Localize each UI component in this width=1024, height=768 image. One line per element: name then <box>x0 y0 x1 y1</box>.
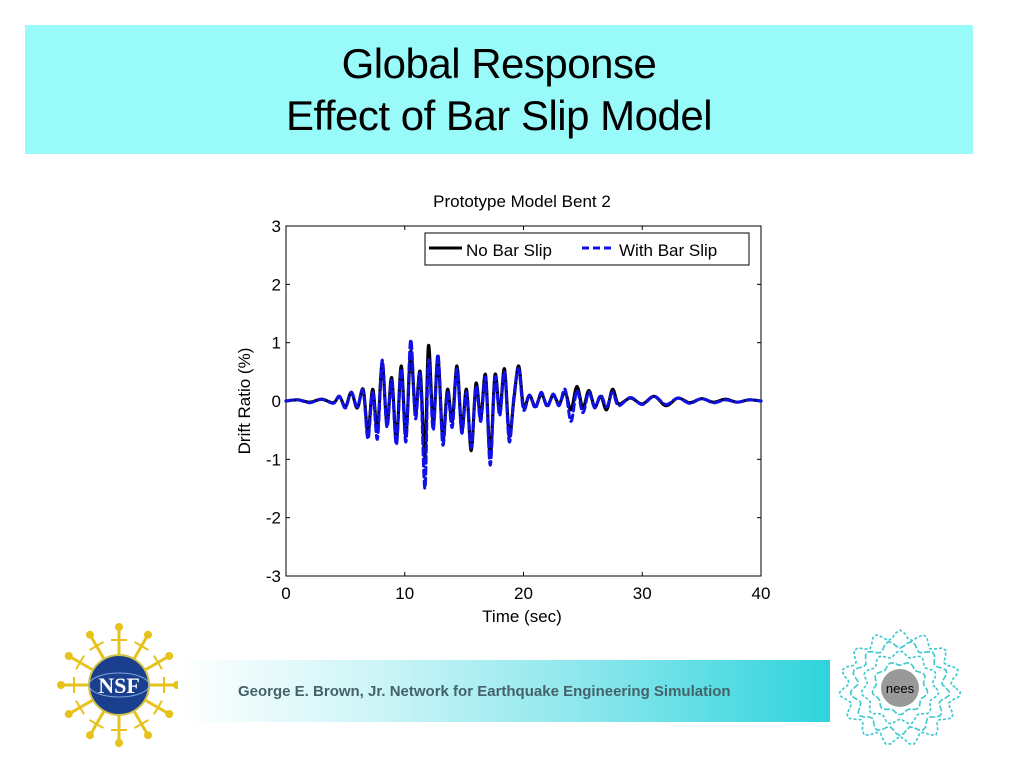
legend-label-with-bar-slip: With Bar Slip <box>619 241 717 260</box>
series-line-with-bar-slip <box>284 338 763 491</box>
nees-wave-rings-icon <box>838 629 962 745</box>
y-tick-label: -1 <box>266 450 281 469</box>
x-tick-label: 30 <box>633 584 652 603</box>
nsf-logo: NSF <box>57 623 181 747</box>
chart-title: Prototype Model Bent 2 <box>433 192 611 211</box>
slide-title-line-1: Global Response <box>341 39 657 87</box>
series-layer <box>284 338 763 491</box>
title-banner: Global Response Effect of Bar Slip Model <box>25 25 973 154</box>
x-axis-label: Time (sec) <box>482 607 562 626</box>
y-tick-label: 1 <box>272 334 281 353</box>
slide-title-line-2: Effect of Bar Slip Model <box>285 91 713 139</box>
x-tick-label: 0 <box>281 584 290 603</box>
y-tick-label: 2 <box>272 275 281 294</box>
tick-layer: 0 10 20 30 40 -3 -2 -1 0 1 2 3 <box>266 217 771 603</box>
nees-logo-text: nees <box>886 681 915 696</box>
footer-band: George E. Brown, Jr. Network for Earthqu… <box>178 660 830 722</box>
x-tick-label: 20 <box>514 584 533 603</box>
footer-text: George E. Brown, Jr. Network for Earthqu… <box>238 682 731 700</box>
y-tick-label: 3 <box>272 217 281 236</box>
x-tick-label: 40 <box>752 584 771 603</box>
nsf-starburst-icon <box>57 623 181 747</box>
y-axis-label: Drift Ratio (%) <box>235 348 254 455</box>
y-tick-label: 0 <box>272 392 281 411</box>
chart-legend: No Bar Slip With Bar Slip <box>424 232 750 266</box>
y-tick-label: -2 <box>266 509 281 528</box>
nees-logo: nees <box>838 629 962 745</box>
nsf-logo-text: NSF <box>98 673 140 698</box>
y-tick-label: -3 <box>266 567 281 586</box>
legend-label-no-bar-slip: No Bar Slip <box>466 241 552 260</box>
x-tick-label: 10 <box>395 584 414 603</box>
